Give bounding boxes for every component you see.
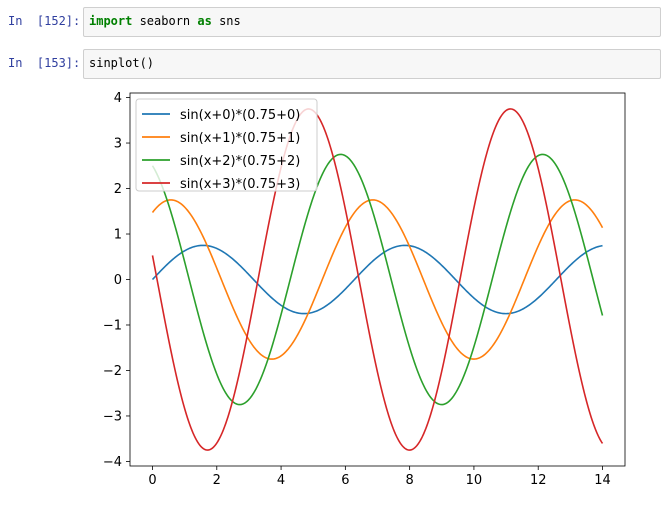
code-text[interactable]: sinplot() <box>89 56 155 70</box>
module-alias: sns <box>211 14 241 28</box>
series-line-1 <box>151 199 604 360</box>
y-tick-label: −2 <box>103 364 122 379</box>
y-tick-label: −4 <box>103 455 122 470</box>
keyword-as: as <box>197 14 212 28</box>
cell-prompt: In [153]: <box>8 56 81 70</box>
legend-label: sin(x+1)*(0.75+1) <box>180 131 300 146</box>
x-tick-label: 4 <box>277 473 285 488</box>
x-tick-label: 12 <box>530 473 547 488</box>
keyword-import: import <box>89 14 133 28</box>
x-tick-label: 2 <box>213 473 221 488</box>
cell-prompt: In [152]: <box>8 14 81 28</box>
x-tick-label: 14 <box>594 473 611 488</box>
code-cell-1[interactable]: In [152]: import seaborn as sns <box>0 7 661 37</box>
x-tick-label: 6 <box>341 473 349 488</box>
y-tick-label: 3 <box>114 137 122 152</box>
code-input-area[interactable]: import seaborn as sns <box>83 7 661 37</box>
legend-label: sin(x+2)*(0.75+2) <box>180 154 300 169</box>
legend-box <box>135 98 318 192</box>
code-input-area[interactable]: sinplot() <box>83 49 661 79</box>
y-tick-label: 2 <box>114 182 122 197</box>
legend-label: sin(x+3)*(0.75+3) <box>180 177 300 192</box>
series-line-0 <box>151 244 603 315</box>
y-tick-label: −3 <box>103 409 122 424</box>
series-line-2 <box>151 153 604 406</box>
y-tick-label: 1 <box>114 228 122 243</box>
x-tick-label: 8 <box>406 473 414 488</box>
y-tick-label: −1 <box>103 318 122 333</box>
code-text[interactable]: import seaborn as sns <box>89 14 241 28</box>
x-tick-label: 0 <box>148 473 156 488</box>
y-tick-label: 4 <box>114 91 122 106</box>
code-cell-2[interactable]: In [153]: sinplot() <box>0 49 661 79</box>
series-line-3 <box>151 108 604 451</box>
module-name: seaborn <box>132 14 198 28</box>
legend-label: sin(x+0)*(0.75+0) <box>180 108 300 123</box>
y-tick-label: 0 <box>114 273 122 288</box>
x-tick-label: 10 <box>466 473 483 488</box>
chart-legend: sin(x+0)*(0.75+0) sin(x+1)*(0.75+1) sin(x+… <box>135 98 318 192</box>
